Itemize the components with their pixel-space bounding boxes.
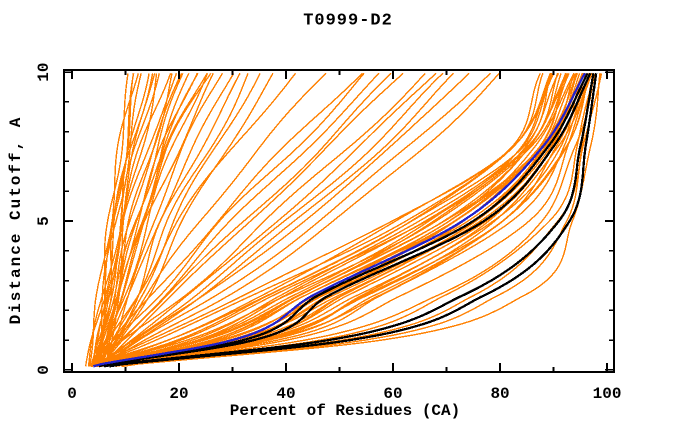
model-curves-orange <box>98 73 584 367</box>
model-curves-orange <box>100 72 274 367</box>
model-curves-orange <box>96 72 454 367</box>
model-curves-orange <box>103 72 491 367</box>
model-curves-orange <box>98 72 444 367</box>
x-axis-label: Percent of Residues (CA) <box>229 402 461 420</box>
model-curves-orange <box>98 73 584 367</box>
model-curves-orange <box>99 73 198 367</box>
y-tick-label: 10 <box>35 62 53 81</box>
model-curves-orange <box>95 73 158 367</box>
model-curves-orange <box>95 73 142 367</box>
model-curves-orange <box>94 72 327 367</box>
model-curves-orange <box>85 73 154 367</box>
model-curves-orange <box>98 72 363 367</box>
model-curves-orange <box>93 73 570 367</box>
model-curves-orange <box>96 72 241 367</box>
reference-curves-black <box>109 73 598 368</box>
y-tick-label: 5 <box>35 216 53 226</box>
model-curves-orange <box>97 73 160 367</box>
y-axis-label: Distance Cutoff, A <box>7 115 25 325</box>
model-curves-orange <box>100 72 392 367</box>
model-curves-orange <box>91 72 426 367</box>
model-curves-orange <box>101 72 500 367</box>
model-curves-orange <box>99 72 555 367</box>
x-tick-label: 80 <box>490 385 509 403</box>
model-curves-orange <box>91 73 135 367</box>
reference-curves-black <box>103 73 595 368</box>
chart-title: T0999-D2 <box>303 11 393 31</box>
x-tick-label: 60 <box>383 385 402 403</box>
tick-labels-group: 0 20 40 60 80 100 0 5 10 <box>35 62 621 403</box>
model-curves-orange <box>90 72 365 367</box>
model-curves-orange <box>111 73 597 367</box>
model-curves-orange <box>94 72 199 367</box>
x-tick-label: 40 <box>276 385 295 403</box>
model-curves-orange <box>90 73 559 367</box>
model-curves-orange <box>105 72 208 367</box>
x-tick-label: 100 <box>593 385 622 403</box>
model-curves-group <box>85 72 603 368</box>
model-curves-orange <box>96 73 544 367</box>
model-curves-orange <box>100 72 212 367</box>
model-curves-orange <box>106 72 224 367</box>
model-curves-orange <box>100 73 249 367</box>
x-tick-label: 0 <box>67 385 77 403</box>
model-curves-orange <box>96 73 592 367</box>
model-curves-orange <box>94 73 541 367</box>
y-tick-label: 0 <box>35 365 53 375</box>
model-curves-orange <box>93 73 554 367</box>
model-curves-orange <box>90 72 297 367</box>
model-curves-orange <box>106 73 593 367</box>
model-curves-orange <box>97 73 591 367</box>
model-curves-orange <box>122 73 601 367</box>
model-curves-orange <box>100 72 404 367</box>
axes-group <box>63 69 615 373</box>
x-tick-label: 20 <box>169 385 188 403</box>
reference-curves-black <box>98 72 592 368</box>
reference-curves-black <box>98 72 589 368</box>
model-curves-orange <box>95 72 437 367</box>
model-curves-orange <box>100 72 553 367</box>
model-curves-orange <box>105 72 470 367</box>
highlight-curve-blue <box>93 72 586 368</box>
